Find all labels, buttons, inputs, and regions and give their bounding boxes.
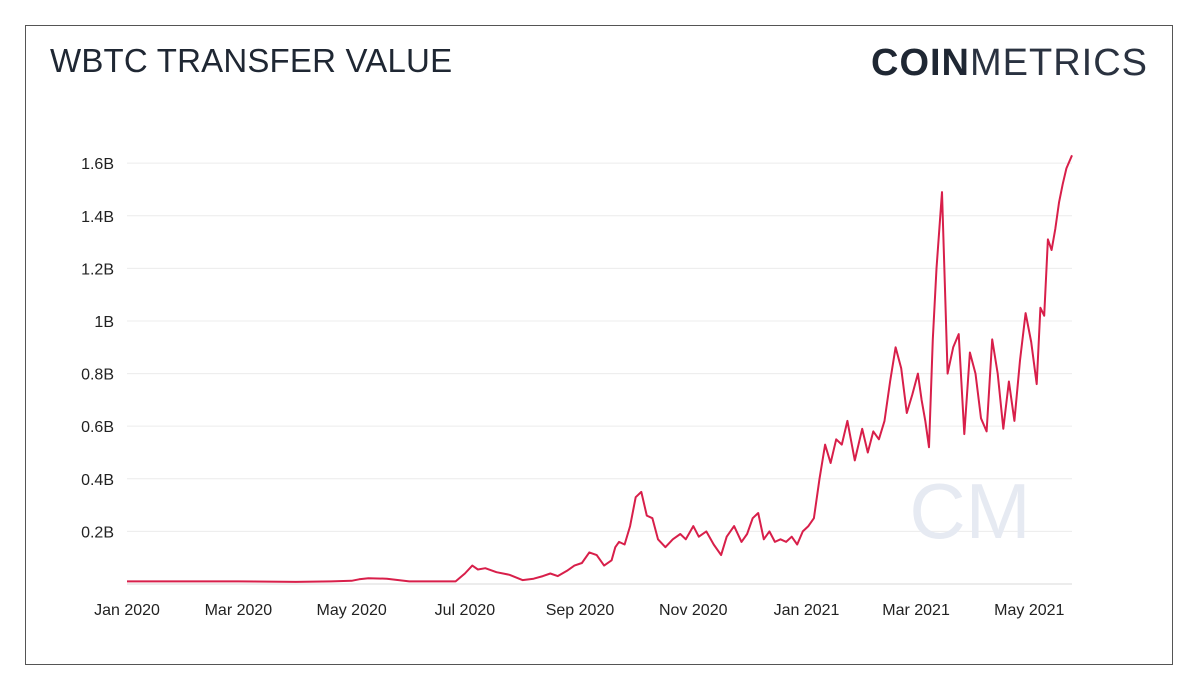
series-line	[127, 154, 1073, 583]
y-axis-ticks: 0.2B 0.4B 0.6B 0.8B 1B 1.2B 1.4B 1.6B	[81, 156, 114, 541]
logo-bold-text: COIN	[871, 42, 970, 84]
y-tick-label: 0.8B	[81, 367, 114, 384]
grid-lines	[127, 162, 1072, 532]
x-tick-label: Nov 2020	[659, 602, 728, 619]
y-tick-label: 0.4B	[81, 472, 114, 489]
coinmetrics-logo: COINMETRICS	[871, 42, 1148, 85]
x-tick-label: Mar 2020	[205, 602, 273, 619]
x-tick-label: Jul 2020	[435, 602, 496, 619]
x-tick-label: Jan 2021	[774, 602, 840, 619]
y-tick-label: 0.6B	[81, 419, 114, 436]
chart-title: WBTC TRANSFER VALUE	[50, 42, 453, 79]
x-tick-label: Sep 2020	[546, 602, 615, 619]
x-tick-label: May 2021	[994, 602, 1064, 619]
y-tick-label: 1.6B	[81, 156, 114, 173]
x-axis-ticks: Jan 2020 Mar 2020 May 2020 Jul 2020 Sep 2020…	[94, 602, 1064, 619]
logo-light-text: METRICS	[970, 42, 1148, 84]
y-tick-label: 1.2B	[81, 261, 114, 278]
y-tick-label: 1.4B	[81, 209, 114, 226]
x-tick-label: Jan 2020	[94, 602, 160, 619]
x-tick-label: May 2020	[317, 602, 387, 619]
watermark-logo: CM	[909, 467, 1030, 555]
x-tick-label: Mar 2021	[882, 602, 950, 619]
y-tick-label: 1B	[94, 314, 114, 331]
y-tick-label: 0.2B	[81, 524, 114, 541]
